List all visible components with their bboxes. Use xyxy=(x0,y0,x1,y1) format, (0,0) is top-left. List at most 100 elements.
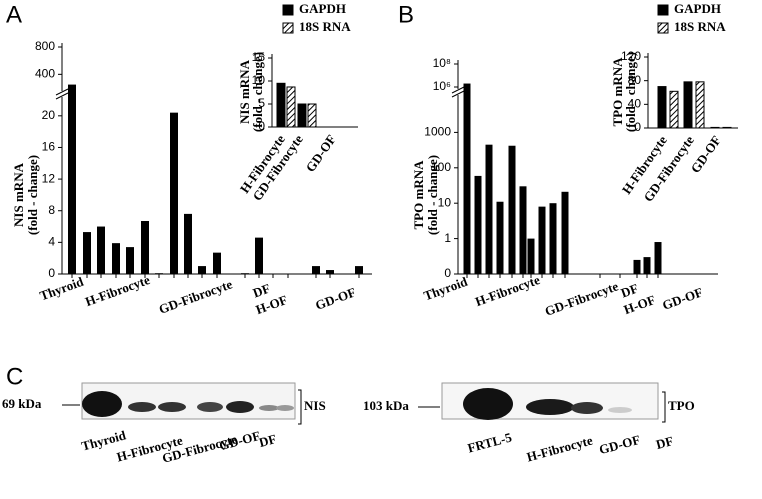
y-tick-label: 0 xyxy=(258,119,265,133)
legend-swatch xyxy=(282,22,294,34)
y-axis-label: (fold - change) xyxy=(250,52,265,132)
bar xyxy=(485,144,493,274)
bar xyxy=(538,206,546,274)
bar xyxy=(297,103,307,128)
y-axis-label: NIS mRNA xyxy=(237,59,252,124)
y-tick-label: 40 xyxy=(628,97,642,111)
y-tick-label: 10 xyxy=(438,195,452,209)
bar xyxy=(312,266,320,274)
bar xyxy=(657,86,667,129)
legend-swatch xyxy=(282,4,294,16)
panel-letter: B xyxy=(398,1,414,28)
y-tick-label: 10⁶ xyxy=(433,79,451,93)
y-tick-label: 80 xyxy=(628,73,642,87)
legend-label: 18S RNA xyxy=(674,19,726,34)
bar xyxy=(170,112,178,275)
bar xyxy=(643,257,651,274)
axis-break-gap xyxy=(56,91,68,97)
lane-label: GD-OF xyxy=(597,432,641,457)
bar xyxy=(633,259,641,274)
bar xyxy=(519,186,527,274)
bar xyxy=(669,90,679,129)
bar xyxy=(307,103,317,128)
y-tick-label: 10⁸ xyxy=(433,56,451,70)
legend-swatch xyxy=(657,4,669,16)
bar xyxy=(241,273,249,274)
axis-break-gap xyxy=(452,89,464,95)
group-label: GD-OF xyxy=(660,284,705,312)
x-tick-label: GD-OF xyxy=(303,132,339,175)
bar xyxy=(198,266,206,274)
marker-label: 103 kDa xyxy=(363,398,409,413)
protein-label: NIS xyxy=(304,398,326,413)
y-tick-label: 12 xyxy=(42,171,56,185)
lane-label: H-Fibrocyte xyxy=(525,432,594,464)
group-label: GD-Fibrocyte xyxy=(157,276,235,317)
bar xyxy=(722,126,732,129)
y-tick-label: 100 xyxy=(431,160,451,174)
bar xyxy=(710,126,720,129)
legend-label: GAPDH xyxy=(299,1,346,16)
legend-label: 18S RNA xyxy=(299,19,351,34)
bar xyxy=(561,191,569,274)
panel-letter: C xyxy=(6,363,23,390)
group-label: H-Fibrocyte xyxy=(83,272,152,309)
bar xyxy=(326,270,334,274)
y-tick-label: 1 xyxy=(444,231,451,245)
y-tick-label: 0 xyxy=(444,266,451,280)
y-tick-label: 10 xyxy=(252,73,266,87)
bar xyxy=(83,232,91,274)
bar xyxy=(496,201,504,274)
bar xyxy=(508,145,516,274)
group-label: GD-Fibrocyte xyxy=(543,278,621,319)
y-tick-label: 16 xyxy=(42,140,56,154)
group-label: GD-OF xyxy=(313,284,358,312)
y-axis-label: (fold - change) xyxy=(623,52,638,132)
y-tick-label: 4 xyxy=(48,235,55,249)
y-axis-label: (fold - change) xyxy=(25,155,40,235)
y-axis-label: TPO mRNA xyxy=(610,57,625,127)
bar xyxy=(68,84,76,274)
marker-label: 69 kDa xyxy=(2,396,42,411)
lane-label: DF xyxy=(257,431,278,450)
bar xyxy=(255,237,263,274)
blot-left xyxy=(62,382,302,425)
bar xyxy=(286,86,296,128)
legend-swatch xyxy=(657,22,669,34)
y-tick-label: 120 xyxy=(621,49,641,63)
lane-label: GD-OF xyxy=(217,428,261,453)
axis-break xyxy=(55,88,69,96)
protein-label: TPO xyxy=(668,398,695,413)
y-axis-label: NIS mRNA xyxy=(11,162,26,227)
y-tick-label: 0 xyxy=(634,120,641,134)
bar xyxy=(141,221,149,274)
y-tick-label: 15 xyxy=(252,50,266,64)
bar xyxy=(695,81,705,129)
y-tick-label: 8 xyxy=(48,203,55,217)
y-tick-label: 0 xyxy=(48,266,55,280)
bar xyxy=(683,81,693,129)
blot-right xyxy=(418,382,666,423)
legend-label: GAPDH xyxy=(674,1,721,16)
lane-label: DF xyxy=(654,433,675,452)
group-label: DF xyxy=(251,281,272,301)
bar xyxy=(213,252,221,274)
axis-break xyxy=(55,92,69,100)
bar xyxy=(184,213,192,274)
bar xyxy=(276,82,286,128)
lane-label: FRTL-5 xyxy=(466,429,514,455)
group-label: DF xyxy=(619,281,640,301)
bar xyxy=(97,226,105,274)
group-label: Thyroid xyxy=(38,274,86,304)
axis-break xyxy=(451,86,465,94)
bar xyxy=(126,247,134,274)
bar xyxy=(112,243,120,274)
bar xyxy=(549,203,557,274)
bar xyxy=(654,242,662,274)
y-tick-label: 1000 xyxy=(424,125,451,139)
y-tick-label: 800 xyxy=(35,39,55,53)
bar xyxy=(527,238,535,274)
y-tick-label: 20 xyxy=(42,108,56,122)
bar xyxy=(155,273,163,274)
